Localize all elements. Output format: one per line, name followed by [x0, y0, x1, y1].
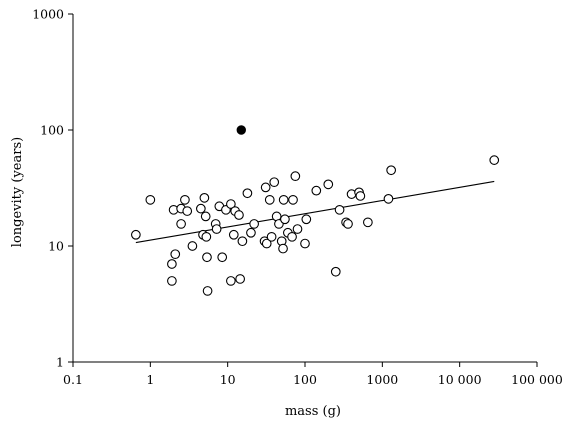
x-axis-ticks: 0.1 1 10 100 1000 10 000 100 000 [63, 362, 563, 387]
x-tick-label: 10 [220, 372, 236, 387]
trend-line-group [135, 180, 495, 244]
data-point [363, 217, 373, 228]
data-point [211, 224, 222, 234]
data-point [288, 194, 298, 205]
x-tick-label: 100 000 [511, 372, 563, 387]
data-point [290, 171, 301, 182]
data-point [234, 210, 244, 220]
data-point [167, 276, 177, 286]
data-point [226, 199, 236, 209]
data-point [300, 238, 310, 249]
data-point [280, 214, 290, 225]
data-point [301, 214, 312, 225]
x-tick-label: 0.1 [63, 372, 83, 387]
data-point [228, 229, 239, 240]
data-point [235, 274, 245, 284]
data-point [278, 194, 289, 205]
data-point [287, 231, 297, 242]
data-point [334, 204, 345, 215]
data-point [199, 193, 210, 203]
filled-data-point [236, 125, 246, 135]
data-point [200, 211, 211, 222]
data-point [269, 177, 280, 188]
data-point [176, 219, 186, 229]
data-point [226, 276, 236, 286]
data-point [195, 203, 206, 214]
data-point [278, 243, 288, 254]
y-axis-ticks: 1 10 100 1000 [32, 7, 73, 370]
data-point [182, 206, 193, 216]
x-axis: 0.1 1 10 100 1000 10 000 100 000 mass (g) [63, 361, 563, 419]
data-point [202, 252, 212, 263]
y-tick-label: 1 [56, 355, 64, 370]
data-points [131, 125, 500, 296]
data-point [260, 182, 271, 193]
data-point [242, 188, 253, 199]
data-point [323, 179, 334, 190]
data-point [264, 194, 275, 205]
data-point [292, 224, 303, 234]
y-axis: 1 10 100 1000 longevity (years) [10, 7, 74, 370]
trend-line [135, 180, 495, 244]
data-point [383, 193, 394, 204]
x-tick-label: 1000 [366, 372, 398, 387]
data-point [145, 194, 156, 205]
data-point [355, 191, 366, 201]
y-tick-label: 10 [48, 239, 64, 254]
y-tick-label: 100 [40, 123, 64, 138]
data-point [217, 252, 228, 263]
data-point [187, 241, 198, 251]
data-point [202, 286, 213, 296]
data-point [330, 266, 341, 277]
data-point [131, 229, 141, 240]
x-tick-label: 100 [293, 372, 317, 387]
y-tick-label: 1000 [32, 7, 64, 22]
data-point [343, 219, 353, 229]
x-axis-title: mass (g) [285, 404, 341, 419]
data-point [170, 249, 181, 260]
data-point [261, 238, 272, 249]
data-point [246, 227, 256, 238]
data-point [249, 219, 259, 229]
data-point [201, 231, 212, 242]
data-point [237, 236, 248, 247]
data-point [311, 185, 322, 196]
x-tick-label: 1 [146, 372, 154, 387]
data-point [386, 165, 396, 176]
data-point [167, 259, 177, 269]
data-point [489, 155, 500, 165]
data-point [266, 231, 277, 242]
data-point [180, 194, 190, 205]
y-axis-title: longevity (years) [10, 137, 25, 247]
x-tick-label: 10 000 [438, 372, 482, 387]
